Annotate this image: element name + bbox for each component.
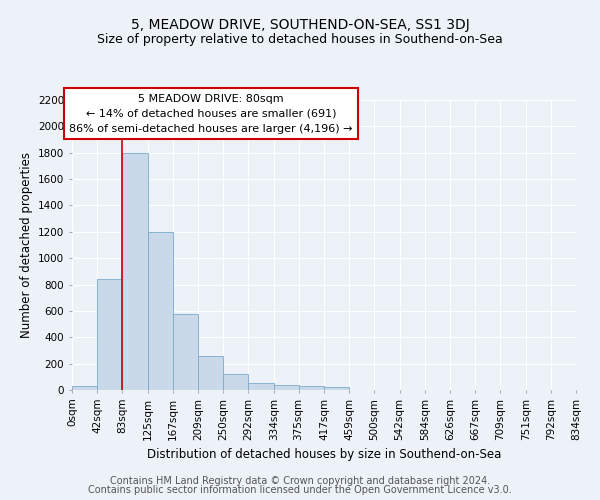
Text: Contains public sector information licensed under the Open Government Licence v3: Contains public sector information licen… bbox=[88, 485, 512, 495]
Bar bbox=[299, 386, 324, 390]
Bar bbox=[248, 384, 274, 390]
Bar bbox=[122, 152, 148, 390]
Bar bbox=[223, 374, 248, 390]
Bar bbox=[173, 314, 199, 390]
Bar bbox=[324, 388, 349, 390]
Bar bbox=[148, 232, 173, 390]
X-axis label: Distribution of detached houses by size in Southend-on-Sea: Distribution of detached houses by size … bbox=[147, 448, 501, 461]
Bar bbox=[199, 356, 223, 390]
Bar bbox=[274, 384, 299, 390]
Text: Size of property relative to detached houses in Southend-on-Sea: Size of property relative to detached ho… bbox=[97, 32, 503, 46]
Text: Contains HM Land Registry data © Crown copyright and database right 2024.: Contains HM Land Registry data © Crown c… bbox=[110, 476, 490, 486]
Y-axis label: Number of detached properties: Number of detached properties bbox=[20, 152, 32, 338]
Bar bbox=[72, 386, 97, 390]
Text: 5 MEADOW DRIVE: 80sqm
← 14% of detached houses are smaller (691)
86% of semi-det: 5 MEADOW DRIVE: 80sqm ← 14% of detached … bbox=[69, 94, 353, 134]
Text: 5, MEADOW DRIVE, SOUTHEND-ON-SEA, SS1 3DJ: 5, MEADOW DRIVE, SOUTHEND-ON-SEA, SS1 3D… bbox=[131, 18, 469, 32]
Bar bbox=[97, 280, 122, 390]
